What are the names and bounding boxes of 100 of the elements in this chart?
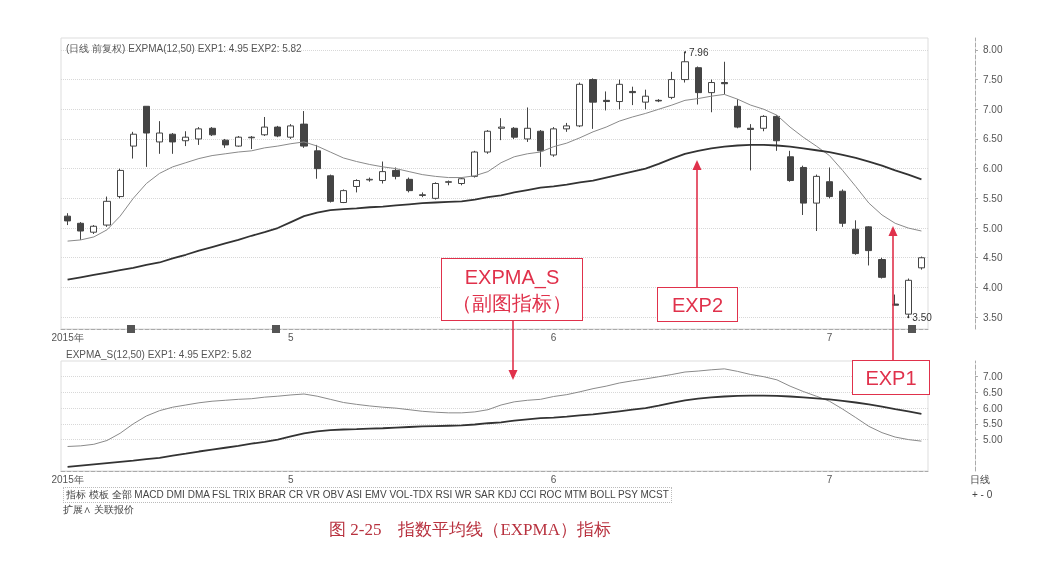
- x-tick-label: 5: [288, 473, 295, 485]
- candlestick: [813, 174, 820, 232]
- candlestick: [642, 89, 649, 110]
- candlestick: [379, 161, 386, 184]
- candlestick: [905, 278, 912, 318]
- y-tick-label: 7.50: [983, 74, 1003, 86]
- candlestick: [353, 178, 360, 193]
- candlestick: [668, 71, 675, 100]
- candlestick: [117, 168, 124, 199]
- y-tick-label: 5.50: [983, 192, 1003, 204]
- y-tick-label: 4.00: [983, 281, 1003, 293]
- candlestick: [708, 79, 715, 113]
- x-tick-label: 5: [288, 331, 295, 343]
- y-tick-label: 5.50: [983, 418, 1003, 430]
- candlestick: [314, 144, 321, 180]
- text: + - 0: [972, 489, 993, 500]
- line-series: [67, 93, 922, 242]
- candlestick: [563, 122, 570, 133]
- candlestick: [169, 132, 176, 155]
- y-tick-label: 6.50: [983, 133, 1003, 145]
- candlestick: [195, 126, 202, 146]
- chart-title: EXPMA_S(12,50) EXP1: 4.95 EXP2: 5.82: [66, 348, 253, 360]
- candlestick: [892, 294, 899, 306]
- candlestick: [721, 61, 728, 95]
- candlestick: [760, 114, 767, 132]
- y-tick-label: 5.00: [983, 222, 1003, 234]
- x-tick-label: 2015年: [51, 473, 84, 485]
- callout-box: EXP1: [852, 360, 930, 395]
- line-series: [67, 368, 922, 447]
- candlestick: [918, 256, 925, 271]
- candlestick: [826, 166, 833, 199]
- candlestick: [130, 131, 137, 160]
- candlestick: [616, 79, 623, 110]
- candlestick: [406, 177, 413, 193]
- candlestick: [603, 90, 610, 111]
- x-tick-label: 6: [550, 331, 557, 343]
- candlestick: [300, 110, 308, 149]
- candlestick: [248, 135, 255, 150]
- y-tick-label: 3.50: [983, 311, 1003, 323]
- candlestick: [498, 117, 505, 141]
- candlestick: [839, 188, 846, 228]
- x-tick-label: 7: [826, 331, 833, 343]
- candlestick: [209, 126, 216, 137]
- candlestick: [589, 77, 597, 130]
- x-tick-label: 2015年: [51, 331, 84, 343]
- candlestick: [524, 106, 531, 143]
- candlestick: [787, 150, 794, 183]
- candlestick: [419, 191, 426, 198]
- callout-box: EXP2: [657, 287, 738, 322]
- candlestick: [90, 224, 97, 235]
- y-tick-label: 4.50: [983, 252, 1003, 264]
- text: 日线: [970, 473, 990, 487]
- annotation: 7.96: [688, 46, 709, 58]
- candlestick: [156, 120, 163, 155]
- candlestick: [222, 138, 229, 149]
- candlestick: [103, 196, 111, 228]
- candlestick: [458, 177, 465, 186]
- line-series: [66, 394, 923, 468]
- candlestick: [327, 174, 334, 203]
- candlestick: [878, 257, 886, 280]
- y-tick-label: 7.00: [983, 103, 1003, 115]
- y-tick-label: 7.00: [983, 371, 1003, 383]
- candlestick: [484, 129, 491, 155]
- candlestick: [576, 82, 583, 128]
- candlestick: [695, 66, 702, 106]
- y-tick-label: 6.00: [983, 163, 1003, 175]
- candlestick: [550, 126, 557, 158]
- candlestick: [629, 86, 636, 106]
- candlestick: [274, 125, 281, 138]
- candlestick: [261, 116, 268, 137]
- candlestick: [432, 181, 439, 201]
- candlestick: [340, 188, 347, 204]
- candlestick: [392, 166, 400, 180]
- candlestick: [64, 212, 71, 226]
- y-tick-label: 5.00: [983, 434, 1003, 446]
- x-tick-label: 6: [550, 473, 557, 485]
- candlestick: [773, 114, 780, 152]
- caption: 图 2-25 指数平均线（EXPMA）指标: [328, 519, 612, 541]
- x-tick-label: 7: [826, 473, 833, 485]
- y-tick-label: 6.50: [983, 386, 1003, 398]
- candlestick: [747, 123, 754, 171]
- candlestick: [182, 130, 189, 147]
- annotation: 3.50: [912, 311, 933, 323]
- candlestick: [681, 51, 689, 84]
- candlestick: [445, 180, 452, 186]
- candlestick: [511, 126, 518, 140]
- chart-title: (日线 前复权) EXPMA(12,50) EXP1: 4.95 EXP2: 5.82: [66, 42, 303, 54]
- candlestick: [800, 165, 807, 216]
- text: 指标 模板 全部 MACD DMI DMA FSL TRIX BRAR CR VR OBV ASI EMV VOL-TDX RSI WR SAR KDJ CCI ROC MTM BOLL PSY MCST: [63, 487, 672, 503]
- candlestick: [235, 135, 242, 148]
- y-tick-label: 6.00: [983, 402, 1003, 414]
- candlestick: [865, 225, 872, 266]
- candlestick: [655, 98, 662, 103]
- candlestick: [143, 105, 150, 168]
- candlestick: [77, 221, 84, 241]
- candlestick: [287, 123, 294, 140]
- candlestick: [471, 150, 478, 179]
- candlestick: [852, 219, 859, 256]
- y-tick-label: 8.00: [983, 44, 1003, 56]
- candlestick: [537, 129, 544, 168]
